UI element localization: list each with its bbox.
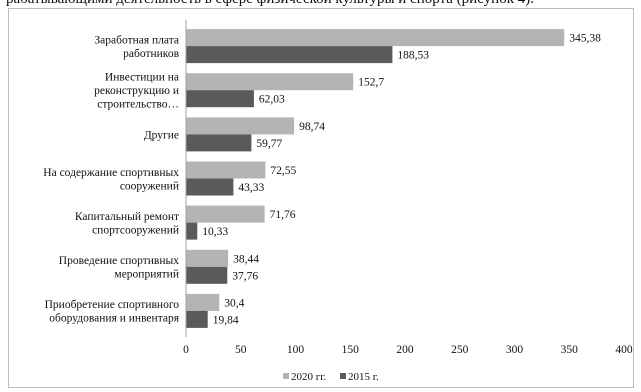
data-label: 38,44 xyxy=(233,253,259,265)
tick-label: 300 xyxy=(506,344,524,356)
category-label: Инвестиции на реконструкцию и строительств… xyxy=(94,72,179,111)
data-label: 152,7 xyxy=(358,77,384,89)
legend-label: 2015 г. xyxy=(348,371,379,383)
bar-2020 xyxy=(186,73,354,91)
data-label: 59,77 xyxy=(256,138,282,150)
category-label: Капитальный ремонт спортсооружений xyxy=(75,211,179,237)
category-label: Другие xyxy=(144,129,179,141)
category-label: Заработная плата работников xyxy=(94,34,179,60)
data-label: 30,4 xyxy=(224,297,244,309)
bars xyxy=(186,29,565,328)
bar-2020 xyxy=(186,205,265,223)
bar-2015 xyxy=(186,46,393,64)
data-labels: 345,38 188,53 152,7 62,03 98,74 59,77 72,55 43,… xyxy=(202,33,601,327)
tick-label: 350 xyxy=(561,344,579,356)
legend: 2020 гг. 2015 г. xyxy=(283,371,379,383)
data-label: 19,84 xyxy=(213,314,239,326)
legend-swatch xyxy=(340,373,346,379)
tick-label: 0 xyxy=(183,344,189,356)
data-label: 62,03 xyxy=(259,94,285,106)
bar-2020 xyxy=(186,117,295,135)
header-text-fragment: рабатывающими деятельность в сфере физич… xyxy=(0,0,641,14)
tick-label: 150 xyxy=(342,344,360,356)
bar-2015 xyxy=(186,90,254,108)
tick-label: 50 xyxy=(235,344,247,356)
data-label: 71,76 xyxy=(270,209,296,221)
tick-label: 250 xyxy=(451,344,469,356)
chart-frame xyxy=(8,8,634,388)
legend-swatch xyxy=(283,373,289,379)
data-label: 43,33 xyxy=(238,182,264,194)
data-label: 188,53 xyxy=(397,50,429,62)
bar-2015 xyxy=(186,178,234,196)
data-label: 10,33 xyxy=(202,226,228,238)
category-label: Приобретение спортивного оборудования и и… xyxy=(45,299,180,325)
bar-2020 xyxy=(186,249,229,267)
bar-2015 xyxy=(186,266,228,284)
value-axis-ticks: 0 50 100 150 200 250 300 350 400 xyxy=(183,344,633,356)
header-text: рабатывающими деятельность в сфере физич… xyxy=(6,0,534,8)
legend-label: 2020 гг. xyxy=(291,371,327,383)
tick-label: 100 xyxy=(287,344,305,356)
bar-2015 xyxy=(186,310,208,328)
bar-2020 xyxy=(186,29,565,47)
data-label: 98,74 xyxy=(299,121,325,133)
data-label: 72,55 xyxy=(270,165,296,177)
category-label: На содержание спортивных сооружений xyxy=(43,167,179,193)
bar-2015 xyxy=(186,134,252,152)
data-label: 37,76 xyxy=(232,270,258,282)
bar-2020 xyxy=(186,161,266,179)
category-label: Проведение спортивных мероприятий xyxy=(59,255,179,281)
tick-label: 400 xyxy=(615,344,633,356)
bar-2015 xyxy=(186,222,198,240)
bar-2020 xyxy=(186,293,220,311)
data-label: 345,38 xyxy=(569,33,601,45)
category-labels: Заработная плата работников Инвестиции на р… xyxy=(43,34,179,324)
tick-label: 200 xyxy=(396,344,414,356)
